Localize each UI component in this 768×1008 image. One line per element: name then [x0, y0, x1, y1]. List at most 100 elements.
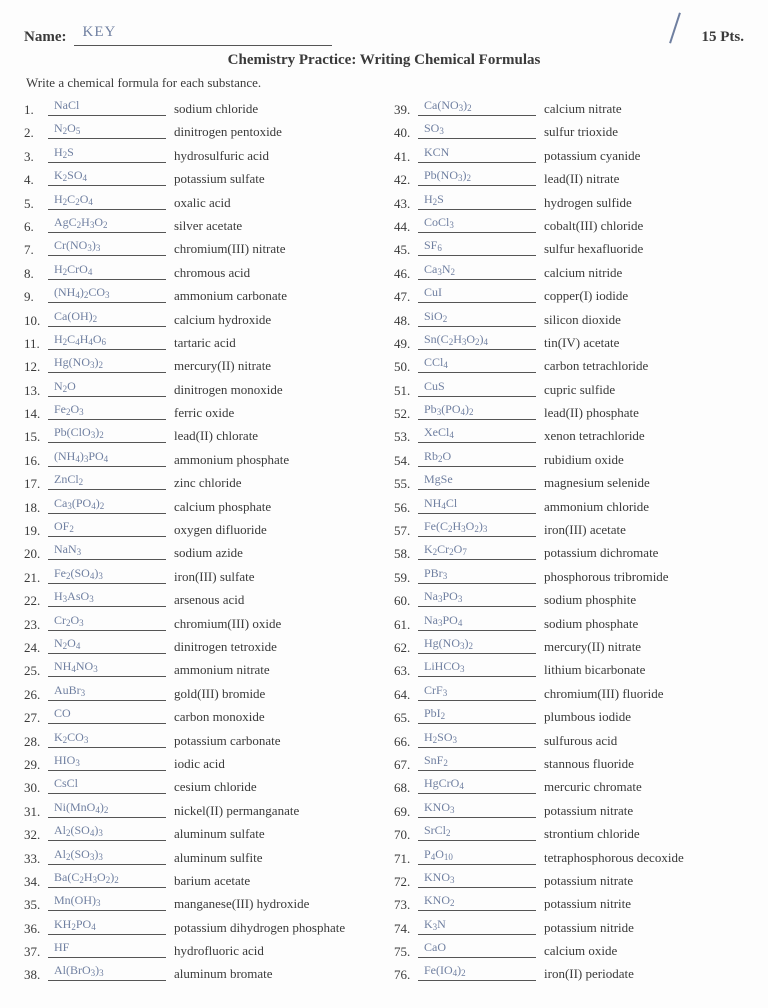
item-number: 11.: [24, 337, 48, 350]
formula-row: 70.SrCl2strontium chloride: [394, 824, 744, 841]
compound-name: rubidium oxide: [544, 453, 744, 467]
formula-row: 62.Hg(NO3)2mercury(II) nitrate: [394, 637, 744, 654]
formula-answer: HgCrO4: [418, 777, 536, 794]
item-number: 40.: [394, 126, 418, 139]
compound-name: potassium nitride: [544, 921, 744, 935]
formula-row: 7.Cr(NO3)3chromium(III) nitrate: [24, 239, 374, 256]
item-number: 44.: [394, 220, 418, 233]
formula-answer: H2S: [418, 193, 536, 210]
item-number: 2.: [24, 126, 48, 139]
formula-row: 65.PbI2plumbous iodide: [394, 707, 744, 724]
formula-answer: Pb(ClO3)2: [48, 426, 166, 443]
item-number: 33.: [24, 852, 48, 865]
worksheet: Name: KEY 15 Pts. Chemistry Practice: Wr…: [14, 12, 754, 1008]
item-number: 75.: [394, 945, 418, 958]
compound-name: cupric sulfide: [544, 383, 744, 397]
formula-row: 32.Al2(SO4)3aluminum sulfate: [24, 824, 374, 841]
formula-row: 39.Ca(NO3)2calcium nitrate: [394, 99, 744, 116]
compound-name: silver acetate: [174, 219, 374, 233]
item-number: 34.: [24, 875, 48, 888]
item-number: 64.: [394, 688, 418, 701]
item-number: 37.: [24, 945, 48, 958]
compound-name: potassium nitrate: [544, 874, 744, 888]
item-number: 73.: [394, 898, 418, 911]
item-number: 72.: [394, 875, 418, 888]
compound-name: iodic acid: [174, 757, 374, 771]
formula-row: 41.KCNpotassium cyanide: [394, 146, 744, 163]
item-number: 59.: [394, 571, 418, 584]
item-number: 8.: [24, 267, 48, 280]
item-number: 57.: [394, 524, 418, 537]
formula-row: 53.XeCl4xenon tetrachloride: [394, 426, 744, 443]
item-number: 74.: [394, 922, 418, 935]
compound-name: aluminum bromate: [174, 967, 374, 981]
formula-answer: SrCl2: [418, 824, 536, 841]
compound-name: sodium azide: [174, 546, 374, 560]
formula-answer: HF: [48, 941, 166, 958]
formula-answer: K2Cr2O7: [418, 543, 536, 560]
item-number: 9.: [24, 290, 48, 303]
formula-answer: Hg(NO3)2: [48, 356, 166, 373]
item-number: 31.: [24, 805, 48, 818]
compound-name: oxygen difluoride: [174, 523, 374, 537]
formula-answer: Mn(OH)3: [48, 894, 166, 911]
formula-answer: Al(BrO3)3: [48, 964, 166, 981]
formula-answer: AuBr3: [48, 684, 166, 701]
compound-name: potassium nitrate: [544, 804, 744, 818]
compound-name: lithium bicarbonate: [544, 663, 744, 677]
formula-answer: K2CO3: [48, 731, 166, 748]
formula-row: 4.K2SO4potassium sulfate: [24, 169, 374, 186]
formula-row: 23.Cr2O3chromium(III) oxide: [24, 614, 374, 631]
compound-name: strontium chloride: [544, 827, 744, 841]
formula-answer: Sn(C2H3O2)4: [418, 333, 536, 350]
compound-name: tartaric acid: [174, 336, 374, 350]
column-left: 1.NaClsodium chloride2.N2O5dinitrogen pe…: [24, 99, 374, 988]
name-value: KEY: [74, 23, 332, 46]
item-number: 19.: [24, 524, 48, 537]
compound-name: tin(IV) acetate: [544, 336, 744, 350]
item-number: 66.: [394, 735, 418, 748]
compound-name: iron(III) acetate: [544, 523, 744, 537]
formula-row: 31.Ni(MnO4)2nickel(II) permanganate: [24, 801, 374, 818]
formula-answer: Na3PO4: [418, 614, 536, 631]
item-number: 55.: [394, 477, 418, 490]
formula-answer: Fe(IO4)2: [418, 964, 536, 981]
item-number: 41.: [394, 150, 418, 163]
item-number: 38.: [24, 968, 48, 981]
item-number: 36.: [24, 922, 48, 935]
formula-answer: CrF3: [418, 684, 536, 701]
formula-answer: H2CrO4: [48, 263, 166, 280]
compound-name: tetraphosphorous decoxide: [544, 851, 744, 865]
formula-row: 74.K3Npotassium nitride: [394, 918, 744, 935]
formula-answer: KNO3: [418, 801, 536, 818]
item-number: 17.: [24, 477, 48, 490]
item-number: 54.: [394, 454, 418, 467]
item-number: 39.: [394, 103, 418, 116]
compound-name: sodium phosphite: [544, 593, 744, 607]
formula-answer: K2SO4: [48, 169, 166, 186]
formula-row: 72.KNO3potassium nitrate: [394, 871, 744, 888]
formula-answer: H3AsO3: [48, 590, 166, 607]
compound-name: calcium nitrate: [544, 102, 744, 116]
compound-name: ferric oxide: [174, 406, 374, 420]
item-number: 6.: [24, 220, 48, 233]
compound-name: lead(II) nitrate: [544, 172, 744, 186]
formula-answer: H2C4H4O6: [48, 333, 166, 350]
formula-answer: N2O5: [48, 122, 166, 139]
compound-name: aluminum sulfate: [174, 827, 374, 841]
compound-name: hydrogen sulfide: [544, 196, 744, 210]
compound-name: lead(II) phosphate: [544, 406, 744, 420]
item-number: 1.: [24, 103, 48, 116]
compound-name: phosphorous tribromide: [544, 570, 744, 584]
formula-row: 49.Sn(C2H3O2)4tin(IV) acetate: [394, 333, 744, 350]
formula-row: 61.Na3PO4sodium phosphate: [394, 614, 744, 631]
formula-answer: P4O10: [418, 848, 536, 865]
compound-name: calcium hydroxide: [174, 313, 374, 327]
formula-answer: Al2(SO4)3: [48, 824, 166, 841]
formula-row: 42.Pb(NO3)2lead(II) nitrate: [394, 169, 744, 186]
item-number: 50.: [394, 360, 418, 373]
item-number: 46.: [394, 267, 418, 280]
formula-answer: KNO2: [418, 894, 536, 911]
formula-row: 33.Al2(SO3)3aluminum sulfite: [24, 848, 374, 865]
item-number: 61.: [394, 618, 418, 631]
